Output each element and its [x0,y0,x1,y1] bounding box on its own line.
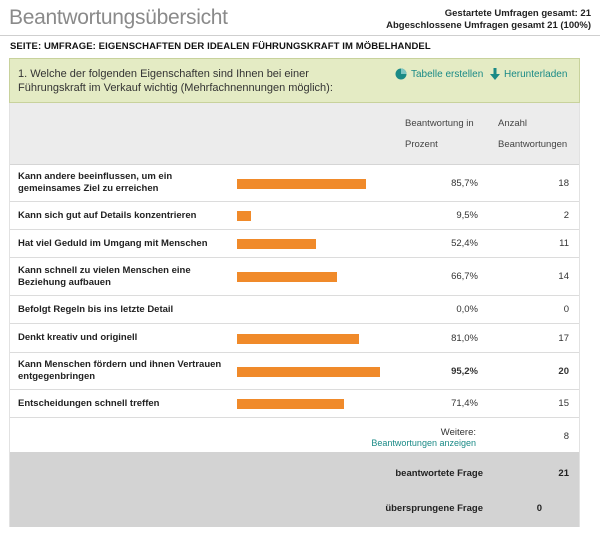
show-answers-link[interactable]: Beantwortungen anzeigen [371,438,476,448]
question-bar: 1. Welche der folgenden Eigenschaften si… [9,58,580,103]
table-row: Befolgt Regeln bis ins letzte Detail 0,0%… [10,296,579,324]
column-header-count: Anzahl Beantwortungen [498,118,568,150]
percent-bar [237,178,366,189]
percent-bar [237,211,252,221]
skipped-value: 0 [536,503,542,514]
create-table-label: Tabelle erstellen [411,68,484,80]
page-heading: SEITE: UMFRAGE: EIGENSCHAFTEN DER IDEALE… [10,41,431,52]
row-label: Entscheidungen schnell treffen [18,397,160,409]
row-label: Kann sich gut auf Details konzentrieren [18,209,197,221]
row-percent: 95,2% [451,365,478,377]
arrow-down-icon [490,68,500,80]
percent-bar [237,239,316,249]
table-row: Kann schnell zu vielen Menschen eine Bez… [10,258,579,296]
header: Beantwortungsübersicht Gestartete Umfrag… [0,0,600,36]
question-text: 1. Welche der folgenden Eigenschaften si… [18,68,333,94]
row-percent: 66,7% [451,271,478,282]
row-count: 17 [558,332,569,344]
other-answers-row: Weitere: Beantwortungen anzeigen 8 [10,418,579,452]
summary-section: beantwortete Frage 21 übersprungene Frag… [10,452,579,527]
table-row: Entscheidungen schnell treffen 71,4% 15 [10,390,579,418]
column-header-row: Beantwortung in Prozent Anzahl Beantwort… [10,103,579,165]
row-label: Hat viel Geduld im Umgang mit Menschen [18,237,208,249]
table-row: Kann sich gut auf Details konzentrieren 9… [10,202,579,230]
skipped-label: übersprungene Frage [385,503,483,514]
row-count: 11 [559,238,569,249]
started-total: Gestartete Umfragen gesamt: 21 [444,8,591,19]
row-percent: 81,0% [451,332,478,344]
page-title: Beantwortungsübersicht [9,6,228,29]
table-row: Hat viel Geduld im Umgang mit Menschen 52… [10,230,579,258]
completed-total: Abgeschlossene Umfragen gesamt 21 (100%) [386,20,591,31]
answered-value: 21 [558,468,569,479]
row-count: 2 [563,210,569,221]
other-label: Weitere: [440,427,476,438]
table-row: Denkt kreativ und originell 81,0% 17 [10,324,579,353]
percent-bar [237,272,338,282]
download-button[interactable]: Herunterladen [490,68,567,80]
answered-label: beantwortete Frage [395,468,483,479]
survey-totals: Gestartete Umfragen gesamt: 21 Abgeschlo… [386,8,591,32]
row-percent: 71,4% [451,398,478,409]
row-label: Kann Menschen fördern und ihnen Vertraue… [18,359,222,382]
row-label: Kann schnell zu vielen Menschen eine Bez… [18,264,191,288]
row-count: 20 [558,365,569,377]
percent-bar [237,399,345,409]
row-label: Befolgt Regeln bis ins letzte Detail [18,303,174,315]
other-count: 8 [563,431,569,442]
percent-bar [237,333,359,344]
row-percent: 85,7% [451,177,478,189]
percent-bar [237,366,380,377]
pie-chart-icon [395,68,407,80]
column-header-percent: Beantwortung in Prozent [405,118,474,150]
row-count: 0 [563,304,569,315]
row-count: 18 [558,177,569,189]
row-percent: 52,4% [451,238,478,249]
row-label: Denkt kreativ und originell [18,332,138,343]
results-table: Beantwortung in Prozent Anzahl Beantwort… [9,103,580,527]
download-label: Herunterladen [504,68,568,80]
create-table-button[interactable]: Tabelle erstellen [395,68,483,80]
row-count: 14 [558,271,569,282]
table-row: Kann Menschen fördern und ihnen Vertraue… [10,353,579,390]
row-label: Kann andere beeinflussen, um ein gemeins… [18,171,173,194]
row-percent: 9,5% [456,210,478,221]
other-answers: Weitere: Beantwortungen anzeigen [276,427,476,449]
row-percent: 0,0% [456,304,478,315]
row-count: 15 [558,398,569,409]
table-row: Kann andere beeinflussen, um ein gemeins… [10,165,579,202]
